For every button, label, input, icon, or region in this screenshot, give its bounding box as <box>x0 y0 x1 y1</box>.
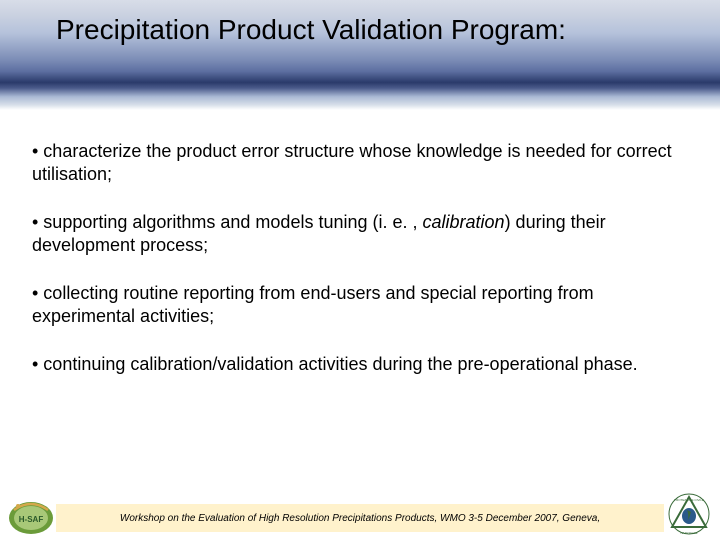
svg-text:NAZIONALE: NAZIONALE <box>680 531 697 535</box>
bullet-text-pre: • supporting algorithms and models tunin… <box>32 212 423 232</box>
slide-title: Precipitation Product Validation Program… <box>56 14 566 46</box>
header-band: Precipitation Product Validation Program… <box>0 0 720 110</box>
bullet-item: • characterize the product error structu… <box>32 140 688 185</box>
svg-text:PROTEZIONE CIVILE: PROTEZIONE CIVILE <box>674 498 704 502</box>
protezione-civile-logo-icon: PROTEZIONE CIVILE NAZIONALE <box>664 492 714 536</box>
footer-text: Workshop on the Evaluation of High Resol… <box>120 513 600 524</box>
footer-bar: Workshop on the Evaluation of High Resol… <box>56 504 664 532</box>
bullet-item: • collecting routine reporting from end-… <box>32 282 688 327</box>
content-area: • characterize the product error structu… <box>0 110 720 376</box>
bullet-item: • continuing calibration/validation acti… <box>32 353 688 376</box>
bullet-item: • supporting algorithms and models tunin… <box>32 211 688 256</box>
hsaf-logo-icon: H-SAF <box>6 492 56 536</box>
bullet-text-em: calibration <box>423 212 505 232</box>
svg-text:H-SAF: H-SAF <box>19 515 44 524</box>
footer: H-SAF Workshop on the Evaluation of High… <box>0 492 720 540</box>
